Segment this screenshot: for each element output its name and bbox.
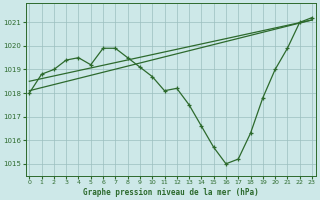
X-axis label: Graphe pression niveau de la mer (hPa): Graphe pression niveau de la mer (hPa): [83, 188, 259, 197]
